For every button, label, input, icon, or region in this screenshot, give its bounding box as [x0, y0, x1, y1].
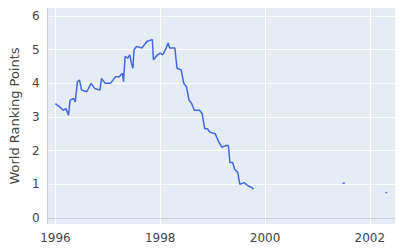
- svg-text:0: 0: [32, 211, 40, 225]
- svg-text:2000: 2000: [250, 231, 281, 245]
- svg-text:1998: 1998: [145, 231, 176, 245]
- svg-text:2: 2: [32, 144, 40, 158]
- svg-text:1996: 1996: [40, 231, 71, 245]
- svg-text:2002: 2002: [355, 231, 386, 245]
- svg-text:3: 3: [32, 110, 40, 124]
- svg-text:1: 1: [32, 177, 40, 191]
- svg-text:6: 6: [32, 9, 40, 23]
- svg-text:5: 5: [32, 43, 40, 57]
- svg-text:World Ranking Points: World Ranking Points: [7, 47, 22, 184]
- svg-text:4: 4: [32, 76, 40, 90]
